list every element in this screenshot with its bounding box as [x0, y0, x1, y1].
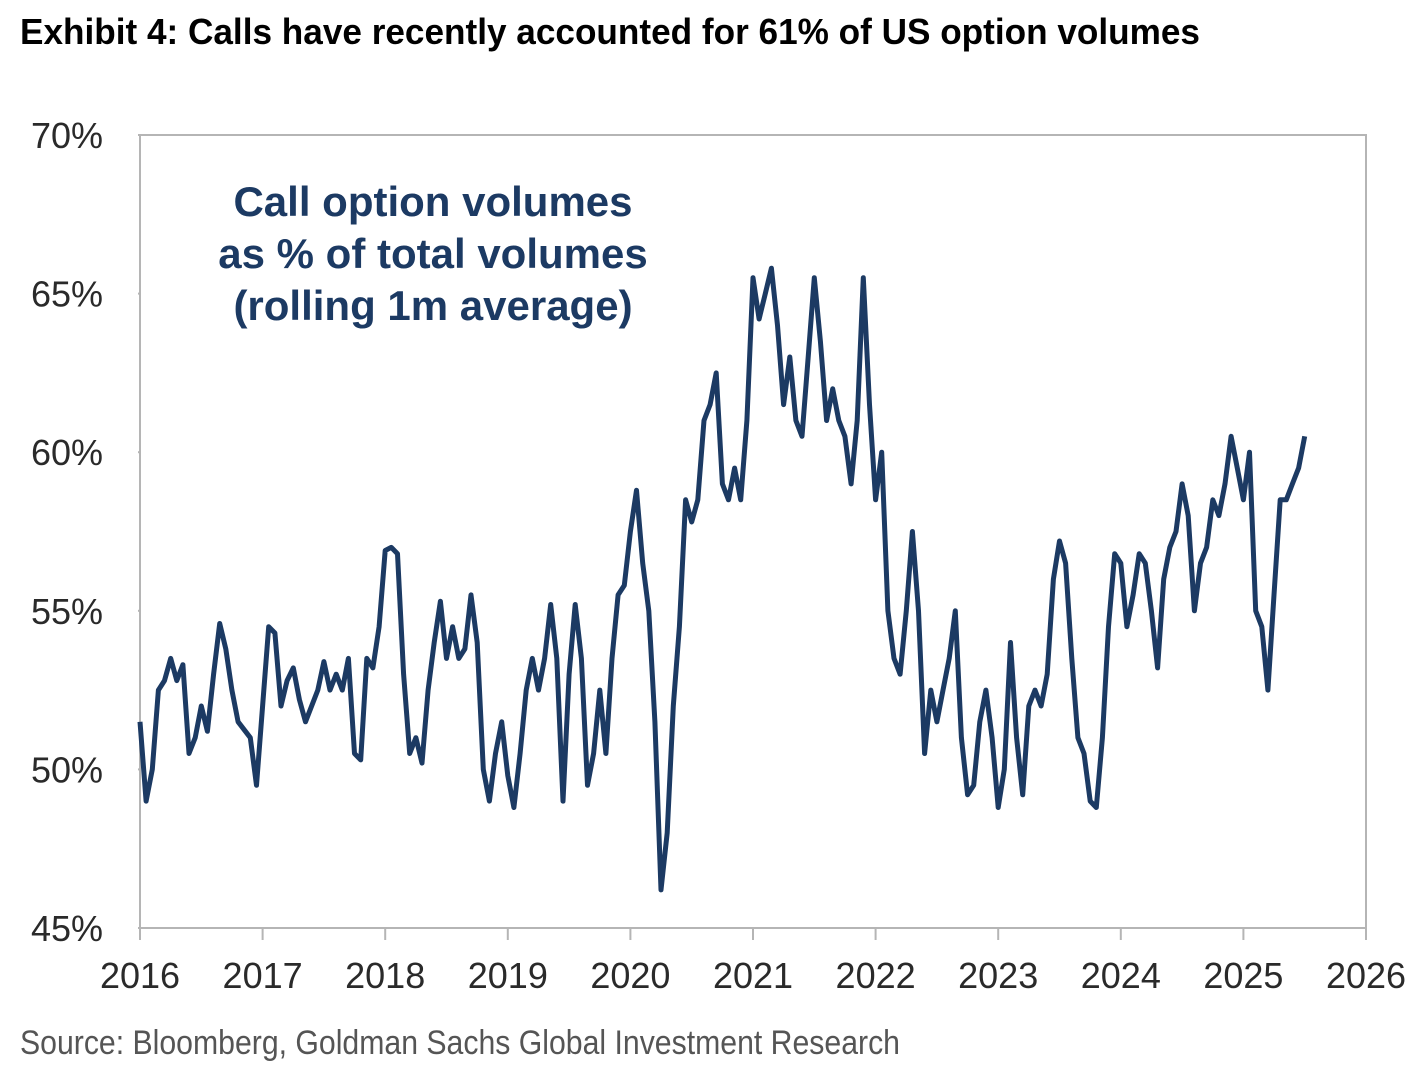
- y-tick-label: 50%: [31, 749, 103, 790]
- y-tick-label: 45%: [31, 908, 103, 949]
- x-tick-label: 2019: [468, 955, 548, 996]
- x-tick-label: 2022: [836, 955, 916, 996]
- y-tick-label: 60%: [31, 432, 103, 473]
- x-tick-label: 2020: [590, 955, 670, 996]
- source-note: Source: Bloomberg, Goldman Sachs Global …: [20, 1024, 900, 1062]
- x-tick-label: 2026: [1326, 955, 1406, 996]
- x-tick-label: 2024: [1081, 955, 1161, 996]
- annotation: Call option volumes: [233, 178, 632, 225]
- y-tick-label: 70%: [31, 115, 103, 156]
- x-tick-label: 2023: [958, 955, 1038, 996]
- chart-title: Exhibit 4: Calls have recently accounted…: [20, 11, 1200, 52]
- x-tick-label: 2017: [223, 955, 303, 996]
- y-tick-label: 55%: [31, 591, 103, 632]
- x-tick-label: 2021: [713, 955, 793, 996]
- annotation: as % of total volumes: [218, 230, 647, 277]
- y-tick-label: 65%: [31, 274, 103, 315]
- annotation: (rolling 1m average): [233, 282, 632, 329]
- series-line: [137, 265, 1308, 893]
- x-tick-label: 2018: [345, 955, 425, 996]
- x-tick-label: 2016: [100, 955, 180, 996]
- x-tick-label: 2025: [1203, 955, 1283, 996]
